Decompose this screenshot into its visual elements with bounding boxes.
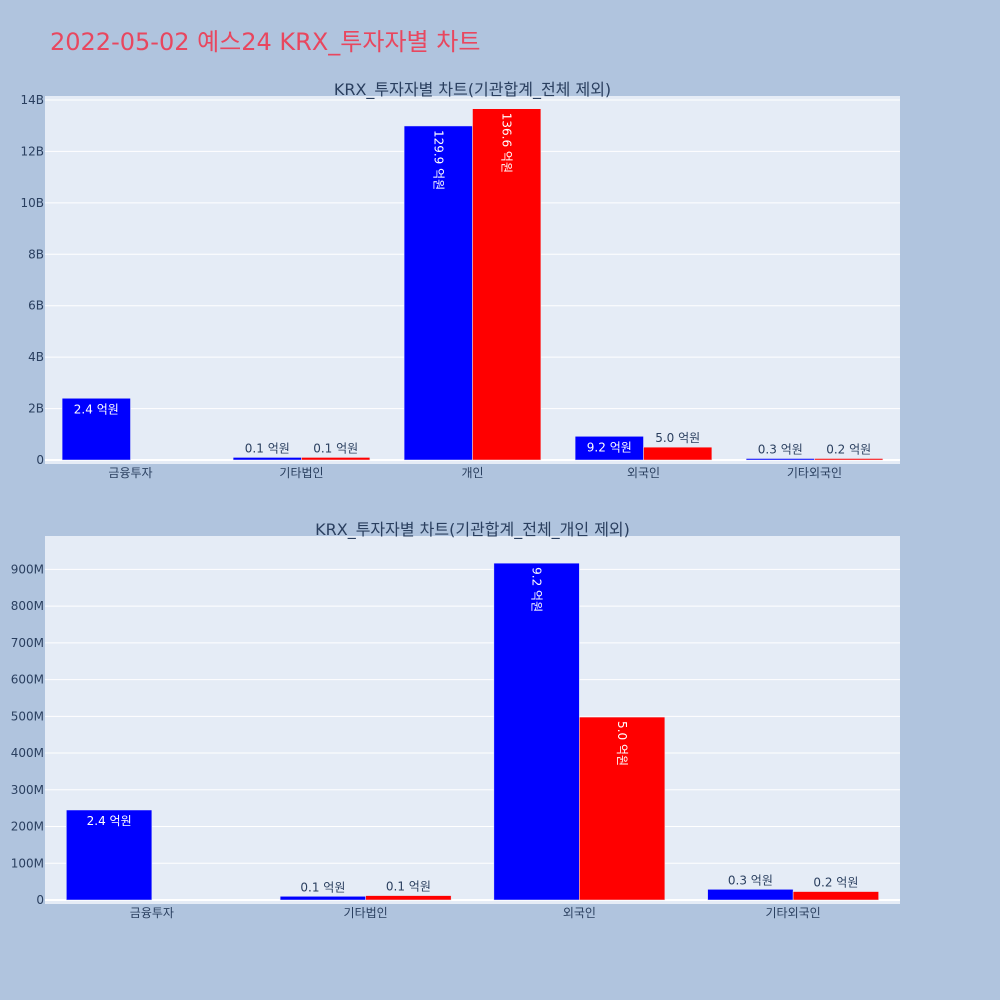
y-tick-label: 0 xyxy=(36,893,44,907)
y-tick-label: 400M xyxy=(11,746,44,760)
y-tick-label: 800M xyxy=(11,599,44,613)
x-tick-label: 기타법인 xyxy=(279,466,323,480)
data-label: 2.4 억원 xyxy=(87,814,132,828)
bar xyxy=(579,716,666,901)
chart-title: KRX_투자자별 차트(기관합계_전체_개인 제외) xyxy=(315,520,630,540)
y-tick-label: 300M xyxy=(11,783,44,797)
data-label: 2.4 억원 xyxy=(74,402,119,416)
y-tick-label: 10B xyxy=(20,196,44,210)
y-tick-label: 0 xyxy=(36,453,44,467)
data-label: 5.0 억원 xyxy=(655,431,700,445)
y-tick-label: 100M xyxy=(11,856,44,870)
y-tick-label: 12B xyxy=(20,144,44,158)
bar xyxy=(279,896,366,901)
y-tick-label: 6B xyxy=(28,299,44,313)
data-label: 0.2 억원 xyxy=(813,876,858,890)
bar xyxy=(66,809,153,901)
data-label: 0.1 억원 xyxy=(245,441,290,455)
y-tick-label: 4B xyxy=(28,350,44,364)
bar xyxy=(814,458,884,461)
y-tick-label: 8B xyxy=(28,247,44,261)
data-label: 0.1 억원 xyxy=(300,880,345,894)
x-tick-label: 기타외국인 xyxy=(787,466,842,480)
plot-area xyxy=(45,536,900,904)
bar xyxy=(61,398,131,461)
data-label: 136.6 억원 xyxy=(500,113,514,173)
bar xyxy=(365,895,452,901)
chart-title: KRX_투자자별 차트(기관합계_전체 제외) xyxy=(334,80,611,100)
data-label: 9.2 억원 xyxy=(530,567,544,612)
bar xyxy=(232,457,302,461)
y-tick-label: 500M xyxy=(11,709,44,723)
bar xyxy=(493,562,580,901)
data-label: 129.9 억원 xyxy=(431,130,445,190)
bar xyxy=(707,889,794,901)
bar xyxy=(643,446,713,461)
data-label: 5.0 억원 xyxy=(615,721,629,766)
x-tick-label: 기타외국인 xyxy=(766,906,821,920)
y-tick-label: 600M xyxy=(11,673,44,687)
data-label: 9.2 억원 xyxy=(587,440,632,454)
y-tick-label: 900M xyxy=(11,562,44,576)
y-tick-label: 14B xyxy=(20,93,44,107)
y-tick-label: 700M xyxy=(11,636,44,650)
y-tick-label: 200M xyxy=(11,820,44,834)
data-label: 0.1 억원 xyxy=(313,441,358,455)
y-tick-label: 2B xyxy=(28,402,44,416)
x-tick-label: 외국인 xyxy=(627,466,660,480)
data-label: 0.3 억원 xyxy=(758,443,803,457)
page-title: 2022-05-02 예스24 KRX_투자자별 차트 xyxy=(50,28,481,56)
data-label: 0.1 억원 xyxy=(386,880,431,894)
data-label: 0.3 억원 xyxy=(728,873,773,887)
x-tick-label: 금융투자 xyxy=(108,466,152,480)
x-tick-label: 개인 xyxy=(461,466,483,480)
x-tick-label: 기타법인 xyxy=(344,906,388,920)
x-tick-label: 외국인 xyxy=(563,906,596,920)
data-label: 0.2 억원 xyxy=(826,443,871,457)
bar xyxy=(472,108,542,461)
bar xyxy=(792,891,879,901)
bar xyxy=(301,457,371,461)
bar xyxy=(745,458,815,461)
x-tick-label: 금융투자 xyxy=(130,906,174,920)
